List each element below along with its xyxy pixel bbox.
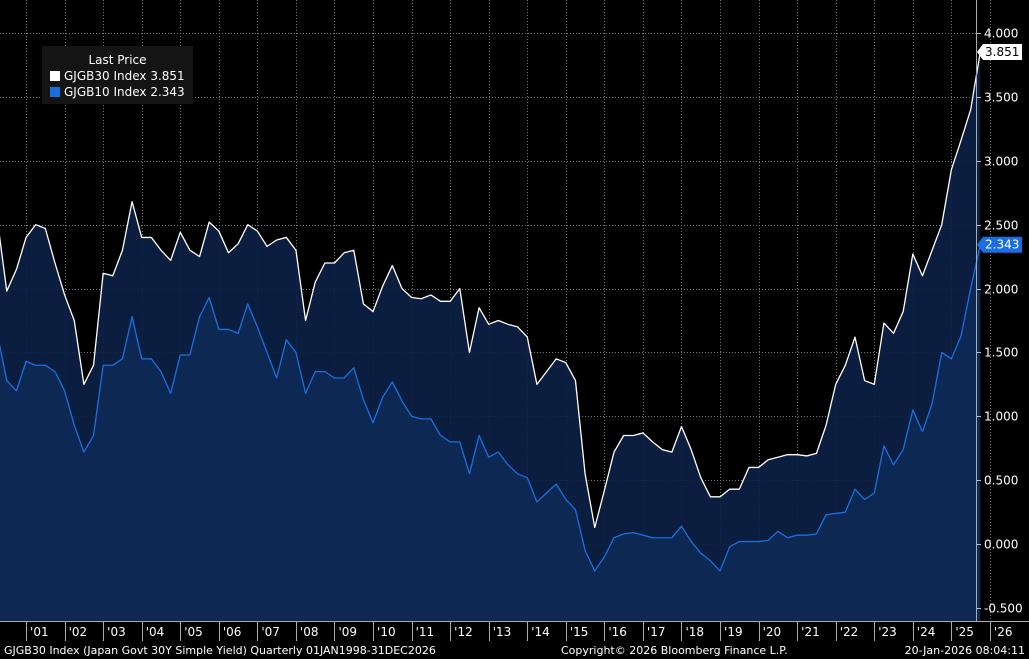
x-tick-label: '12 bbox=[454, 625, 473, 639]
x-tick-label: '07 bbox=[261, 625, 280, 639]
x-tick-label: '15 bbox=[570, 625, 589, 639]
x-tick-label: '11 bbox=[416, 625, 435, 639]
y-axis: -0.500 0.000 0.500 1.000 1.500 2.000 2.500 3.00… bbox=[976, 0, 1023, 621]
legend-label-gjgb30: GJGB30 Index bbox=[64, 69, 147, 83]
legend-label-gjgb10: GJGB10 Index bbox=[64, 85, 147, 99]
y-tick-label: 1.000 bbox=[984, 410, 1018, 424]
x-tick-label: '04 bbox=[146, 625, 165, 639]
x-tick-label: '14 bbox=[531, 625, 550, 639]
x-tick-label: '17 bbox=[647, 625, 666, 639]
series-areas bbox=[0, 52, 981, 621]
series-lines bbox=[0, 51, 981, 572]
x-tick-label: '19 bbox=[724, 625, 743, 639]
series-area-1 bbox=[0, 244, 981, 621]
y-tick-label: 3.000 bbox=[984, 155, 1018, 169]
legend-title: Last Price bbox=[88, 53, 147, 67]
footer-timestamp: 20-Jan-2026 08:04:11 bbox=[904, 644, 1025, 657]
x-axis: '01 '02 '03 '04 '05 '06 '07 '08 '09 '10 '11 '12 '13 '… bbox=[0, 621, 1029, 641]
x-tick-label: '10 bbox=[377, 625, 396, 639]
y-tick-label: 2.500 bbox=[984, 219, 1018, 233]
x-tick-label: '13 bbox=[493, 625, 512, 639]
last-value-tags: 3.851 2.343 bbox=[977, 44, 1022, 253]
x-tick-label: '26 bbox=[994, 625, 1013, 639]
y-tick-label: 0.000 bbox=[984, 538, 1018, 552]
x-tick-label: '01 bbox=[30, 625, 49, 639]
legend-swatch-gjgb10 bbox=[50, 87, 60, 97]
x-tick-label: '02 bbox=[69, 625, 88, 639]
legend-swatch-gjgb30 bbox=[50, 71, 60, 81]
x-tick-label: '08 bbox=[300, 625, 319, 639]
y-tick-label: -0.500 bbox=[984, 602, 1023, 616]
footer-copyright: Copyright© 2026 Bloomberg Finance L.P. bbox=[561, 644, 788, 657]
legend-entry-gjgb10: GJGB10 Index 2.343 bbox=[42, 84, 193, 100]
y-tick-label: 1.500 bbox=[984, 346, 1018, 360]
x-tick-label: '23 bbox=[878, 625, 897, 639]
x-tick-label: '20 bbox=[763, 625, 782, 639]
x-tick-label: '05 bbox=[184, 625, 203, 639]
legend-value-gjgb10: 2.343 bbox=[150, 85, 185, 99]
y-tick-label: 4.000 bbox=[984, 27, 1018, 41]
y-tick-label: 2.000 bbox=[984, 283, 1018, 297]
legend-value-gjgb30: 3.851 bbox=[150, 69, 185, 83]
last-value-label-1: 2.343 bbox=[985, 238, 1019, 252]
x-tick-label: '25 bbox=[955, 625, 974, 639]
last-value-tag-1 bbox=[977, 236, 1022, 253]
x-tick-label: '24 bbox=[917, 625, 936, 639]
x-tick-label: '03 bbox=[107, 625, 126, 639]
y-tick-label: 3.500 bbox=[984, 91, 1018, 105]
last-value-tag-0 bbox=[977, 44, 1022, 61]
legend-entry-gjgb30: GJGB30 Index 3.851 bbox=[42, 68, 193, 84]
x-tick-label: '16 bbox=[608, 625, 627, 639]
x-tick-label: '06 bbox=[223, 625, 242, 639]
x-tick-label: '18 bbox=[685, 625, 704, 639]
footer-description: GJGB30 Index (Japan Govt 30Y Simple Yiel… bbox=[4, 644, 436, 657]
series-line-1 bbox=[0, 244, 981, 572]
x-tick-label: '22 bbox=[840, 625, 859, 639]
x-tick-label: '09 bbox=[338, 625, 357, 639]
x-tick-label: '21 bbox=[801, 625, 820, 639]
last-value-label-0: 3.851 bbox=[985, 45, 1019, 59]
footer: GJGB30 Index (Japan Govt 30Y Simple Yiel… bbox=[0, 642, 1029, 659]
y-tick-label: 0.500 bbox=[984, 474, 1018, 488]
legend: Last Price GJGB30 Index 3.851 GJGB10 Ind… bbox=[42, 46, 193, 104]
series-line-0 bbox=[0, 51, 981, 529]
